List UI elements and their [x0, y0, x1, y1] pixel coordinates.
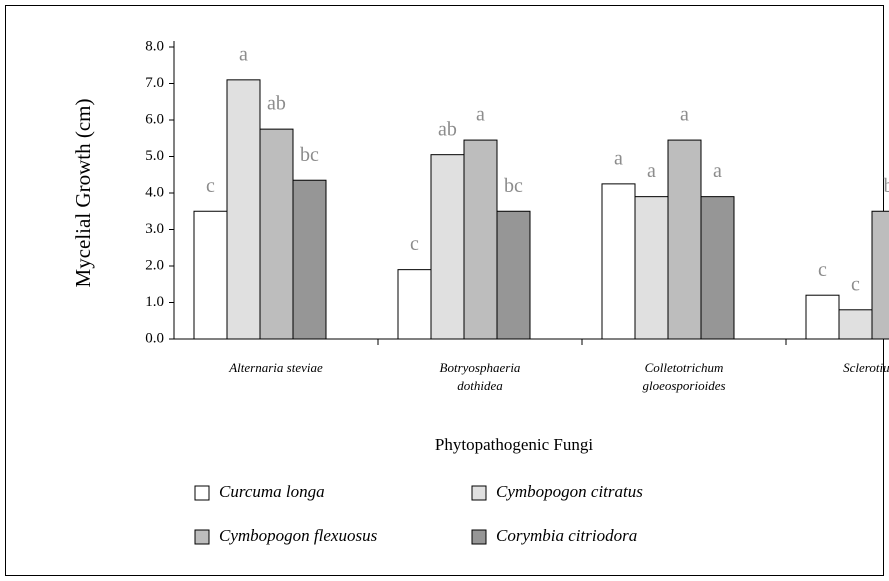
x-tick-label: Botryosphaeria: [440, 360, 521, 375]
bar: [805, 294, 840, 340]
legend-label: Corymbia citriodora: [496, 526, 637, 545]
bar: [226, 79, 261, 340]
x-tick-label: dothidea: [457, 378, 503, 393]
y-tick-label: 5.0: [145, 148, 164, 164]
y-axis-label: Mycelial Growth (cm): [71, 99, 95, 288]
y-tick-label: 3.0: [145, 221, 164, 237]
bar: [838, 309, 873, 340]
bar: [430, 154, 465, 340]
bar: [601, 183, 636, 340]
y-tick-label: 4.0: [145, 184, 164, 200]
significance-letter: c: [206, 175, 215, 197]
bar: [871, 210, 889, 340]
significance-letter: a: [713, 160, 722, 182]
significance-letter: a: [680, 104, 689, 126]
significance-letter: a: [614, 147, 623, 169]
bar: [259, 128, 294, 340]
bar: [193, 210, 228, 340]
x-axis-label: Phytopathogenic Fungi: [435, 435, 593, 454]
legend-label: Cymbopogon flexuosus: [219, 526, 378, 545]
legend-swatch: [471, 529, 487, 545]
legend-swatch: [194, 529, 210, 545]
x-tick-label: gloeosporioides: [642, 378, 725, 393]
y-tick-label: 6.0: [145, 111, 164, 127]
y-tick-label: 0.0: [145, 330, 164, 346]
bar: [667, 139, 702, 340]
bar: [496, 210, 531, 340]
x-tick-label: Sclerotium rolfsii: [843, 360, 889, 375]
y-tick-label: 2.0: [145, 257, 164, 273]
bar: [700, 196, 735, 340]
x-tick-label: Colletotrichum: [645, 360, 724, 375]
significance-letter: a: [239, 43, 248, 65]
bar: [397, 269, 432, 340]
y-tick-label: 8.0: [145, 38, 164, 54]
legend-label: Cymbopogon citratus: [496, 482, 643, 501]
y-tick-label: 7.0: [145, 75, 164, 91]
bar: [292, 179, 327, 340]
significance-letter: c: [851, 273, 860, 295]
significance-letter: c: [410, 233, 419, 255]
x-tick-label: Alternaria steviae: [228, 360, 323, 375]
legend-label: Curcuma longa: [219, 482, 325, 501]
significance-letter: a: [647, 160, 656, 182]
significance-letter: b: [884, 175, 889, 197]
significance-letter: bc: [504, 175, 523, 197]
bar: [463, 139, 498, 340]
significance-letter: ab: [267, 93, 286, 115]
y-tick-label: 1.0: [145, 294, 164, 310]
significance-letter: c: [818, 259, 827, 281]
significance-letter: a: [476, 104, 485, 126]
significance-letter: ab: [438, 118, 457, 140]
legend-swatch: [471, 485, 487, 501]
legend-swatch: [194, 485, 210, 501]
significance-letter: bc: [300, 144, 319, 166]
bar: [634, 196, 669, 340]
